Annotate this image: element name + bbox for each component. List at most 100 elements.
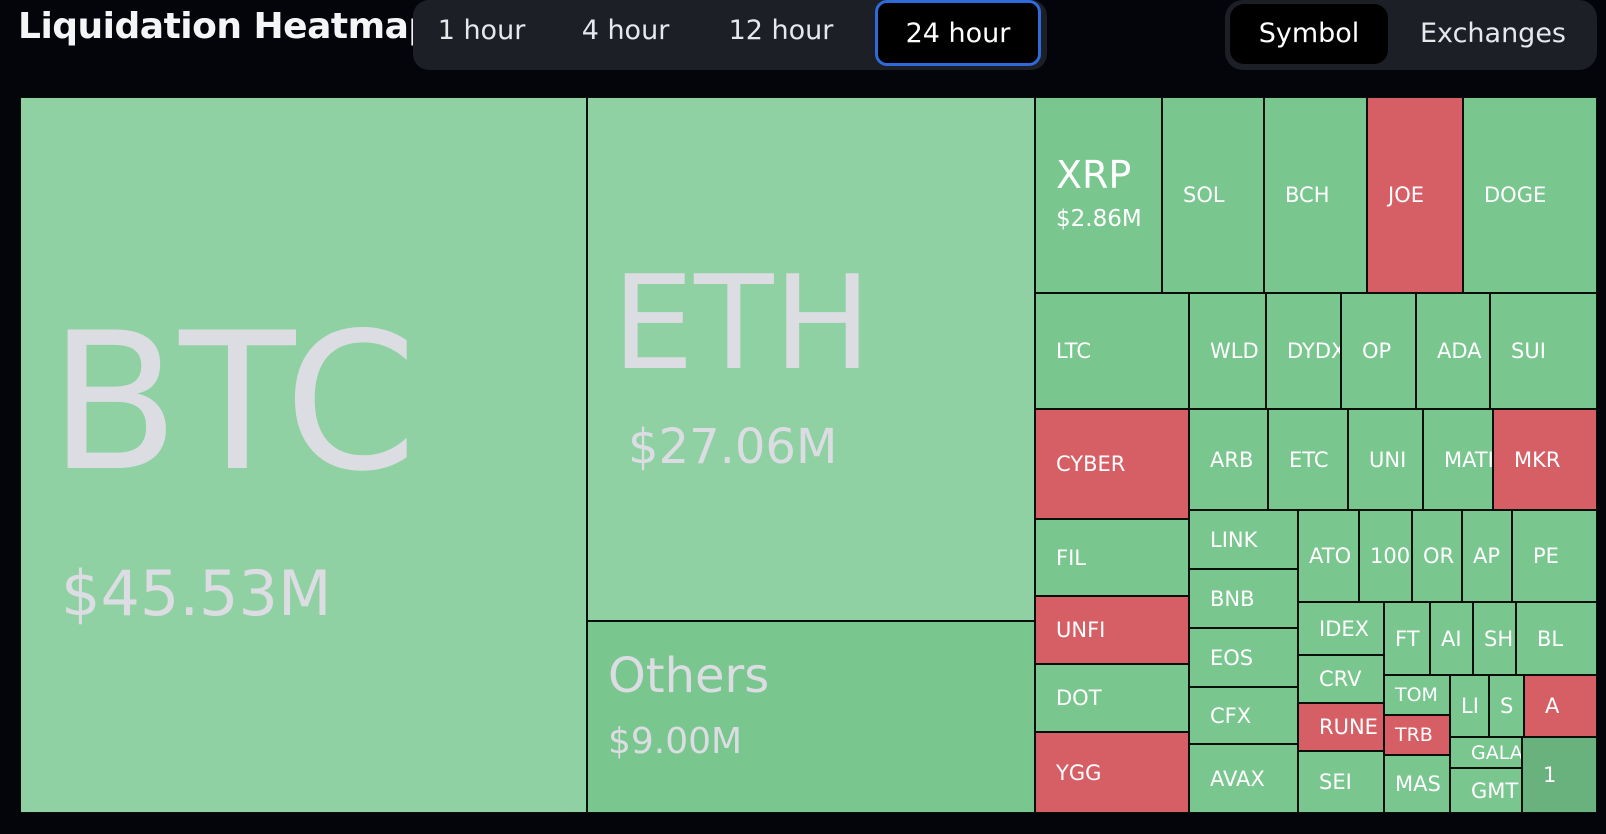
tile-symbol-label: UNI — [1369, 447, 1407, 472]
heatmap-tile-mati[interactable]: MATI — [1423, 409, 1493, 510]
liquidation-heatmap: BTC $45.53M ETH $27.06M Others $9.00M XRP $2.86… — [20, 97, 1597, 813]
heatmap-tile-xrp[interactable]: XRP $2.86M — [1035, 97, 1162, 293]
tile-symbol-label: PE — [1533, 544, 1559, 568]
tile-symbol-label: LI — [1461, 694, 1479, 718]
heatmap-tile-arb[interactable]: ARB — [1189, 409, 1268, 510]
heatmap-tile-ap[interactable]: AP — [1462, 510, 1512, 602]
group-by-selector: Symbol Exchanges — [1225, 0, 1597, 70]
heatmap-tile-dot[interactable]: DOT — [1035, 664, 1189, 732]
tile-value-label: $2.86M — [1056, 206, 1142, 232]
tile-symbol-label: A — [1545, 694, 1560, 718]
tile-symbol-label: SUI — [1511, 339, 1546, 363]
tile-symbol-label: DOT — [1056, 686, 1102, 710]
time-range-12-hour[interactable]: 12 hour — [728, 15, 834, 46]
heatmap-tile-ygg[interactable]: YGG — [1035, 732, 1189, 813]
heatmap-tile-or[interactable]: OR — [1412, 510, 1462, 602]
tile-value-label: $27.06M — [628, 419, 838, 475]
heatmap-tile-s[interactable]: S — [1489, 675, 1524, 737]
tile-symbol-label: LINK — [1210, 527, 1258, 552]
heatmap-tile-avax[interactable]: AVAX — [1189, 744, 1298, 813]
tile-symbol-label: TRB — [1395, 724, 1433, 746]
heatmap-tile-btc[interactable]: BTC $45.53M — [20, 97, 587, 813]
heatmap-tile-trb[interactable]: TRB — [1384, 715, 1450, 755]
heatmap-tile-idex[interactable]: IDEX — [1298, 602, 1384, 655]
tile-symbol-label: DYDX — [1287, 339, 1341, 363]
heatmap-tile-fil[interactable]: FIL — [1035, 519, 1189, 596]
group-by-exchanges-button[interactable]: Exchanges — [1420, 18, 1566, 49]
heatmap-tile-sei[interactable]: SEI — [1298, 751, 1384, 813]
heatmap-tile-dydx[interactable]: DYDX — [1266, 293, 1341, 409]
tile-symbol-label: UNFI — [1056, 618, 1106, 642]
heatmap-tile-eth[interactable]: ETH $27.06M — [587, 97, 1035, 621]
heatmap-tile-joe[interactable]: JOE — [1367, 97, 1463, 293]
heatmap-tile-wld[interactable]: WLD — [1189, 293, 1266, 409]
heatmap-tile-ft[interactable]: FT — [1384, 602, 1430, 675]
heatmap-tile-cyber[interactable]: CYBER — [1035, 409, 1189, 519]
tile-symbol-label: AVAX — [1210, 766, 1265, 791]
tile-symbol-label: SOL — [1183, 183, 1225, 207]
tile-symbol-label: GMT — [1471, 778, 1519, 803]
heatmap-tile-bl[interactable]: BL — [1516, 602, 1597, 675]
tile-symbol-label: YGG — [1056, 760, 1102, 785]
tile-symbol-label: CYBER — [1056, 452, 1126, 476]
tile-symbol-label: EOS — [1210, 645, 1254, 670]
tile-symbol-label: FIL — [1056, 545, 1086, 570]
heatmap-tile-etc[interactable]: ETC — [1268, 409, 1348, 510]
heatmap-tile-ada[interactable]: ADA — [1416, 293, 1490, 409]
tile-symbol-label: BNB — [1210, 586, 1255, 611]
tile-symbol-label: TOM — [1395, 684, 1438, 706]
heatmap-tile-op[interactable]: OP — [1341, 293, 1416, 409]
heatmap-tile-doge[interactable]: DOGE — [1463, 97, 1597, 293]
heatmap-tile-sh[interactable]: SH — [1473, 602, 1516, 675]
heatmap-tile-1[interactable]: 1 — [1522, 737, 1597, 813]
heatmap-tile-crv[interactable]: CRV — [1298, 655, 1384, 703]
heatmap-tile-uni[interactable]: UNI — [1348, 409, 1423, 510]
heatmap-tile-ato[interactable]: ATO — [1298, 510, 1359, 602]
tile-symbol-label: Others — [608, 648, 770, 704]
group-by-symbol-button[interactable]: Symbol — [1230, 4, 1388, 64]
heatmap-tile-eos[interactable]: EOS — [1189, 628, 1298, 687]
heatmap-tile-mkr[interactable]: MKR — [1493, 409, 1597, 510]
heatmap-tile-sui[interactable]: SUI — [1490, 293, 1597, 409]
tile-value-label: $45.53M — [61, 557, 332, 630]
heatmap-tile-link[interactable]: LINK — [1189, 510, 1298, 569]
tile-symbol-label: AP — [1473, 544, 1501, 568]
tile-symbol-label: RUNE — [1319, 715, 1378, 739]
heatmap-tile-100[interactable]: 100 — [1359, 510, 1412, 602]
tile-symbol-label: XRP — [1056, 153, 1132, 197]
heatmap-tile-cfx[interactable]: CFX — [1189, 687, 1298, 744]
tile-symbol-label: S — [1500, 694, 1514, 718]
tile-symbol-label: CFX — [1210, 703, 1252, 728]
time-range-selector: 1 hour 4 hour 12 hour 24 hour — [413, 0, 1047, 70]
heatmap-tile-tom[interactable]: TOM — [1384, 675, 1450, 715]
time-range-1-hour[interactable]: 1 hour — [437, 15, 526, 46]
tile-symbol-label: GALA — [1471, 741, 1522, 764]
heatmap-tile-bch[interactable]: BCH — [1264, 97, 1367, 293]
tile-symbol-label: MATI — [1444, 447, 1493, 472]
heatmap-tile-mas[interactable]: MAS — [1384, 755, 1450, 813]
tile-symbol-label: MKR — [1514, 447, 1561, 472]
heatmap-tile-rune[interactable]: RUNE — [1298, 703, 1384, 751]
heatmap-tile-unfi[interactable]: UNFI — [1035, 596, 1189, 664]
tile-symbol-label: BCH — [1285, 183, 1330, 207]
tile-symbol-label: FT — [1395, 626, 1420, 651]
heatmap-tile-gala[interactable]: GALA — [1450, 737, 1522, 768]
heatmap-tile-sol[interactable]: SOL — [1162, 97, 1264, 293]
heatmap-tile-a[interactable]: A — [1524, 675, 1597, 737]
heatmap-tile-others[interactable]: Others $9.00M — [587, 621, 1035, 813]
heatmap-tile-gmt[interactable]: GMT — [1450, 768, 1522, 813]
heatmap-tile-bnb[interactable]: BNB — [1189, 569, 1298, 628]
heatmap-tile-li[interactable]: LI — [1450, 675, 1489, 737]
tile-symbol-label: IDEX — [1319, 616, 1370, 641]
tile-symbol-label: LTC — [1056, 339, 1092, 363]
tile-symbol-label: CRV — [1319, 667, 1362, 691]
heatmap-tile-ltc[interactable]: LTC — [1035, 293, 1189, 409]
tile-symbol-label: DOGE — [1484, 183, 1547, 207]
tile-symbol-label: MAS — [1395, 772, 1441, 796]
tile-symbol-label: OP — [1362, 339, 1392, 363]
tile-symbol-label: ATO — [1309, 544, 1352, 568]
heatmap-tile-ai[interactable]: AI — [1430, 602, 1473, 675]
heatmap-tile-pe[interactable]: PE — [1512, 510, 1597, 602]
time-range-4-hour[interactable]: 4 hour — [581, 15, 670, 46]
time-range-24-hour[interactable]: 24 hour — [875, 0, 1041, 66]
